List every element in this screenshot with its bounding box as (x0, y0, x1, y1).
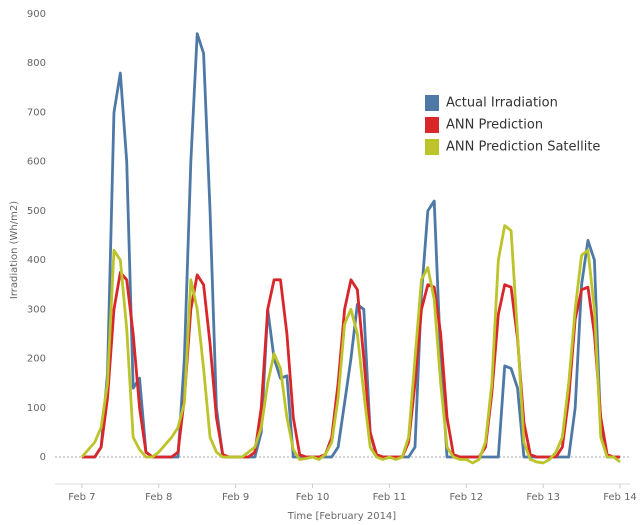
legend-label: ANN Prediction Satellite (446, 140, 600, 155)
y-tick-label: 0 (40, 452, 46, 463)
x-tick-label: Feb 13 (526, 492, 560, 503)
x-tick-label: Feb 10 (296, 492, 330, 503)
x-axis-title: Time [February 2014] (287, 511, 396, 522)
y-tick-label: 600 (27, 157, 46, 168)
y-tick-label: 300 (27, 304, 46, 315)
y-tick-label: 800 (27, 58, 46, 69)
y-tick-label: 200 (27, 354, 46, 365)
x-tick-label: Feb 8 (145, 492, 172, 503)
x-tick-label: Feb 11 (373, 492, 407, 503)
x-tick-label: Feb 9 (222, 492, 249, 503)
y-tick-label: 700 (27, 107, 46, 118)
legend-swatch (425, 95, 439, 111)
y-axis-title: Irradiation (Wh/m2) (9, 201, 20, 299)
series-line (80, 224, 621, 465)
legend: Actual Irradiation ANN Prediction ANN Pred… (425, 95, 600, 155)
y-tick-label: 400 (27, 255, 46, 266)
legend-swatch (425, 117, 439, 133)
x-tick-label: Feb 14 (603, 492, 637, 503)
y-tick-label: 900 (27, 9, 46, 20)
legend-label: Actual Irradiation (446, 96, 558, 111)
y-tick-label: 500 (27, 206, 46, 217)
y-tick-label: 100 (27, 403, 46, 414)
x-tick-label: Feb 7 (68, 492, 95, 503)
legend-label: ANN Prediction (446, 118, 543, 133)
series-line (81, 271, 621, 459)
x-tick-label: Feb 12 (449, 492, 483, 503)
legend-swatch (425, 139, 439, 155)
